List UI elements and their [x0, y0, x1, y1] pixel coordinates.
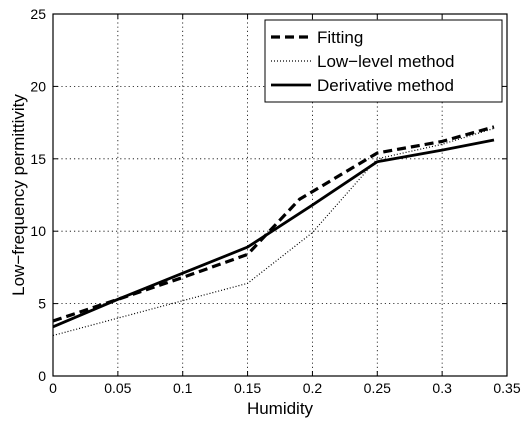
- x-tick-label: 0: [49, 380, 57, 396]
- x-tick-label: 0.05: [104, 380, 131, 396]
- x-tick-label: 0.2: [303, 380, 323, 396]
- y-tick-label: 5: [38, 296, 46, 312]
- series-layer: [52, 125, 495, 337]
- y-tick-label: 15: [30, 151, 46, 167]
- y-tick-label: 20: [30, 78, 46, 94]
- series-line-1: [52, 127, 495, 337]
- legend-label-1: Low−level method: [317, 52, 455, 71]
- legend-label-0: Fitting: [317, 28, 363, 47]
- y-axis-title: Low−frequency permittivity: [9, 94, 28, 296]
- legend-label-2: Derivative method: [317, 76, 454, 95]
- series-line-2: [52, 138, 495, 329]
- y-tick-label: 0: [38, 368, 46, 384]
- plot-frame: [52, 13, 508, 377]
- series-line-0: [52, 125, 495, 323]
- x-tick-label: 0.35: [493, 380, 520, 396]
- y-tick-label: 25: [30, 6, 46, 22]
- x-tick-label: 0.15: [234, 380, 261, 396]
- legend: Fitting Low−level method Derivative method: [264, 19, 503, 103]
- x-tick-label: 0.1: [173, 380, 193, 396]
- y-tick-label: 10: [30, 223, 46, 239]
- x-tick-label: 0.3: [432, 380, 452, 396]
- x-axis-title: Humidity: [247, 399, 314, 418]
- ticks: 0 0.05 0.1 0.15 0.2 0.25 0.3 0.35 0 5 10 15 20 25: [30, 6, 520, 396]
- x-tick-label: 0.25: [364, 380, 391, 396]
